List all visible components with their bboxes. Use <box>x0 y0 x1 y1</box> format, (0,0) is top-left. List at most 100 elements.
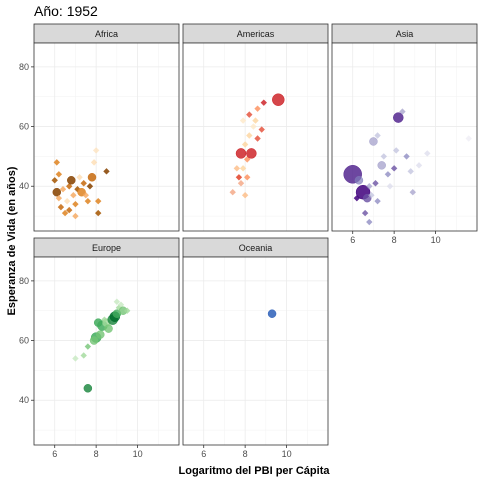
data-point <box>250 123 257 130</box>
data-point <box>101 316 108 323</box>
data-point <box>254 105 261 112</box>
data-point <box>55 171 63 178</box>
data-point <box>92 147 100 154</box>
data-point <box>386 183 394 190</box>
data-point <box>52 187 62 197</box>
data-point <box>55 194 63 202</box>
y-tick-label: 40 <box>19 181 29 191</box>
facet-panel-africa: Africa 40 60 80 <box>19 23 180 232</box>
x-tick-label: 10 <box>431 235 441 245</box>
facet-panel-europe: Europe 40 60 80 6 8 10 <box>19 237 180 459</box>
data-point <box>57 203 65 211</box>
data-point <box>90 159 98 166</box>
facet-strip-label: Americas <box>237 29 275 39</box>
x-axis-title: Logaritmo del PBI per Cápita <box>179 465 331 477</box>
data-point <box>76 174 83 181</box>
data-point <box>66 206 73 214</box>
facet-panel-oceania: Oceania 6 8 10 <box>182 237 329 459</box>
data-point <box>368 191 375 199</box>
x-tick-label: 10 <box>282 449 292 459</box>
data-point <box>246 132 253 139</box>
data-point <box>80 180 87 187</box>
data-point <box>403 153 410 160</box>
data-point <box>103 168 110 175</box>
data-point <box>390 165 398 172</box>
panel-background <box>34 43 179 231</box>
data-point <box>229 189 236 196</box>
panel-background <box>332 43 477 231</box>
data-point <box>415 162 423 169</box>
y-tick-label: 80 <box>19 276 29 286</box>
data-point <box>66 183 73 190</box>
data-point <box>244 174 251 181</box>
y-axis-title: Esperanza de Vida (en años) <box>6 166 18 315</box>
data-point <box>252 117 259 124</box>
data-point <box>84 197 92 205</box>
facet-panels: Africa 40 60 80 Americas Asia 6 8 10 Europe 40 60 80… <box>19 23 478 459</box>
data-point <box>239 165 247 172</box>
panel-background <box>183 257 328 445</box>
data-point <box>372 180 379 187</box>
data-point <box>70 191 77 199</box>
panel-border <box>33 256 180 446</box>
y-tick-label: 80 <box>19 62 29 72</box>
x-tick-label: 10 <box>133 449 143 459</box>
panel-border <box>33 42 180 232</box>
data-point <box>366 218 373 226</box>
data-point <box>239 117 247 124</box>
panel-border <box>331 42 478 232</box>
facet-strip-label: Asia <box>396 29 414 39</box>
data-point <box>63 197 71 205</box>
y-tick-label: 60 <box>19 336 29 346</box>
facet-strip-label: Africa <box>95 29 118 39</box>
data-point <box>96 330 105 339</box>
data-point <box>67 176 76 185</box>
data-point <box>260 99 267 106</box>
data-point <box>117 301 125 308</box>
data-point <box>87 173 97 182</box>
data-point <box>241 191 249 199</box>
data-point <box>59 186 67 193</box>
data-point <box>113 298 121 305</box>
facet-strip-label: Oceania <box>239 243 273 253</box>
data-point <box>235 174 243 181</box>
data-point <box>377 161 386 170</box>
x-tick-label: 6 <box>52 449 57 459</box>
data-point <box>95 197 102 205</box>
y-tick-label: 40 <box>19 395 29 405</box>
data-point <box>407 168 414 175</box>
panel-border <box>182 256 329 446</box>
data-point <box>424 150 431 157</box>
data-point <box>124 307 131 314</box>
x-tick-label: 8 <box>392 235 397 245</box>
data-point <box>393 112 404 123</box>
data-point <box>399 108 406 115</box>
data-point <box>384 171 392 178</box>
data-point <box>267 309 277 318</box>
data-point <box>89 336 99 345</box>
data-point <box>72 355 79 362</box>
data-point <box>51 177 58 184</box>
data-point <box>366 183 373 190</box>
data-point <box>393 147 400 154</box>
y-tick-label: 60 <box>19 122 29 132</box>
data-point <box>53 159 60 166</box>
data-point <box>353 194 361 202</box>
data-point <box>237 180 245 187</box>
data-point <box>369 137 378 146</box>
data-point <box>354 176 364 185</box>
data-point <box>80 352 87 359</box>
data-point <box>61 209 69 217</box>
data-point <box>84 343 92 350</box>
data-point <box>95 209 102 217</box>
data-point <box>246 111 253 118</box>
data-point <box>254 135 261 142</box>
data-point <box>82 191 89 199</box>
chart-title: Año: 1952 <box>34 3 98 19</box>
data-point <box>409 189 416 196</box>
data-point <box>72 212 79 220</box>
data-point <box>233 165 241 172</box>
data-point <box>246 148 257 159</box>
panel-background <box>34 257 179 445</box>
